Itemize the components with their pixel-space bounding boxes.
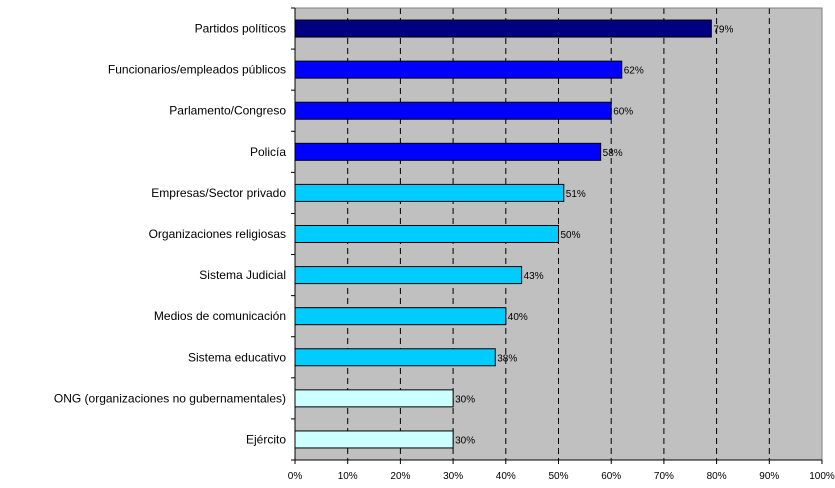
x-tick-label: 10% <box>338 471 358 482</box>
x-tick-label: 80% <box>707 471 727 482</box>
bar <box>294 307 507 326</box>
x-tick-label: 50% <box>548 471 568 482</box>
x-tick-label: 60% <box>601 471 621 482</box>
data-label: 30% <box>455 394 475 405</box>
bar <box>294 266 523 285</box>
bar <box>294 101 612 120</box>
x-tick-label: 30% <box>443 471 463 482</box>
bar <box>294 60 623 79</box>
category-label: Empresas/Sector privado <box>151 186 286 200</box>
category-label: ONG (organizaciones no gubernamentales) <box>54 391 286 405</box>
data-label: 58% <box>603 148 623 159</box>
data-label: 30% <box>455 435 475 446</box>
x-tick-label: 0% <box>288 471 303 482</box>
bar <box>294 183 565 202</box>
category-label: Medios de comunicación <box>154 309 286 323</box>
x-tick-label: 100% <box>809 471 835 482</box>
bar <box>294 389 454 408</box>
category-label: Funcionarios/empleados públicos <box>108 63 286 77</box>
category-label: Policía <box>250 145 286 159</box>
x-tick-label: 70% <box>654 471 674 482</box>
data-label: 60% <box>613 107 633 118</box>
data-label: 38% <box>497 353 517 364</box>
x-tick-label: 90% <box>759 471 779 482</box>
bar <box>294 348 496 367</box>
bar <box>294 430 454 449</box>
category-label: Ejército <box>246 432 286 446</box>
category-label: Partidos políticos <box>195 22 286 36</box>
x-tick-label: 40% <box>496 471 516 482</box>
data-label: 50% <box>561 230 581 241</box>
x-tick-label: 20% <box>390 471 410 482</box>
bar <box>294 19 712 38</box>
data-label: 79% <box>713 25 733 36</box>
category-label: Sistema Judicial <box>199 268 286 282</box>
data-label: 40% <box>508 312 528 323</box>
category-label: Organizaciones religiosas <box>149 227 286 241</box>
bar <box>294 225 559 243</box>
category-label: Sistema educativo <box>188 350 286 364</box>
data-label: 62% <box>624 66 644 77</box>
category-label: Parlamento/Congreso <box>169 104 286 118</box>
bar <box>294 142 602 161</box>
data-label: 51% <box>566 189 586 200</box>
data-label: 43% <box>524 271 544 282</box>
